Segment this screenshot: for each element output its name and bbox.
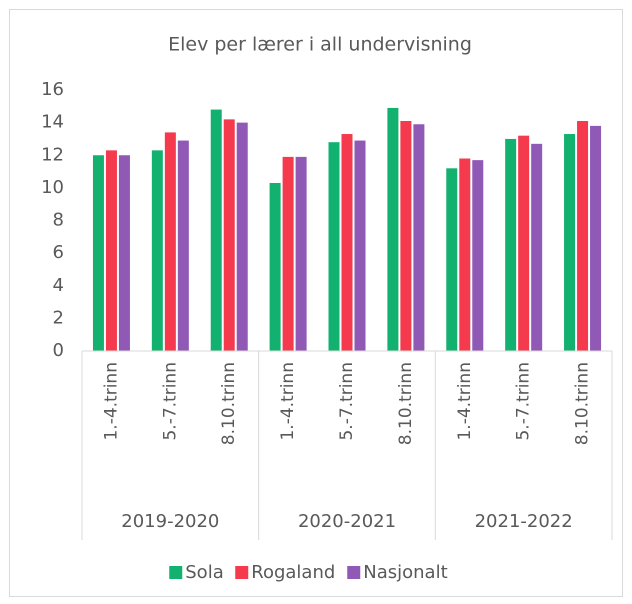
y-tick-label: 10 xyxy=(41,177,64,198)
chart-title: Elev per lærer i all undervisning xyxy=(168,34,472,56)
bar xyxy=(210,109,222,351)
bar xyxy=(400,120,412,352)
bar xyxy=(328,142,340,351)
legend-swatch xyxy=(347,566,361,579)
bar xyxy=(223,119,235,351)
bar xyxy=(472,160,484,351)
bar xyxy=(164,132,176,351)
y-tick-label: 0 xyxy=(53,340,64,361)
legend-swatch xyxy=(169,566,183,579)
legend-label: Nasjonalt xyxy=(363,562,447,583)
bar xyxy=(269,182,281,351)
bar xyxy=(446,168,458,351)
legend-swatch xyxy=(235,566,249,579)
legend-item: Nasjonalt xyxy=(347,562,448,583)
y-tick-label: 6 xyxy=(53,242,64,263)
x-tick-label: 8.10.trinn xyxy=(396,362,416,445)
y-tick-label: 14 xyxy=(41,112,64,133)
x-tick-label: 8.10.trinn xyxy=(573,362,593,445)
legend-label: Rogaland xyxy=(251,562,335,583)
bar xyxy=(151,150,163,351)
x-tick-label: 1.-4.trinn xyxy=(101,362,121,441)
y-tick-label: 2 xyxy=(53,307,64,328)
bar xyxy=(177,140,189,351)
bar xyxy=(413,124,425,351)
bar xyxy=(92,155,104,351)
x-tick-label: 8.10.trinn xyxy=(219,362,239,445)
x-tick-label: 5.-7.trinn xyxy=(514,362,534,441)
group-label: 2020-2021 xyxy=(298,511,396,532)
x-tick-label: 5.-7.trinn xyxy=(160,362,180,441)
bar xyxy=(590,125,602,351)
bar xyxy=(459,158,471,351)
x-tick-label: 1.-4.trinn xyxy=(278,362,298,441)
bar xyxy=(531,143,543,351)
legend-label: Sola xyxy=(185,562,223,583)
bar xyxy=(387,107,399,351)
bar xyxy=(282,156,294,351)
y-tick-label: 8 xyxy=(53,210,64,231)
bar xyxy=(236,122,248,351)
bar xyxy=(341,134,353,351)
bar xyxy=(105,150,117,351)
x-tick-label: 5.-7.trinn xyxy=(337,362,357,441)
y-tick-label: 16 xyxy=(41,79,64,100)
bar xyxy=(577,120,589,352)
group-label: 2019-2020 xyxy=(121,511,219,532)
x-tick-label: 1.-4.trinn xyxy=(455,362,475,441)
bar xyxy=(505,138,517,351)
legend-item: Rogaland xyxy=(235,562,335,583)
y-tick-label: 12 xyxy=(41,144,64,165)
legend-item: Sola xyxy=(169,562,224,583)
group-label: 2021-2022 xyxy=(475,511,573,532)
bar xyxy=(118,155,130,351)
bar xyxy=(518,135,530,351)
y-tick-label: 4 xyxy=(53,275,64,296)
bar xyxy=(295,156,307,351)
bar xyxy=(354,140,366,351)
bar xyxy=(564,134,576,351)
